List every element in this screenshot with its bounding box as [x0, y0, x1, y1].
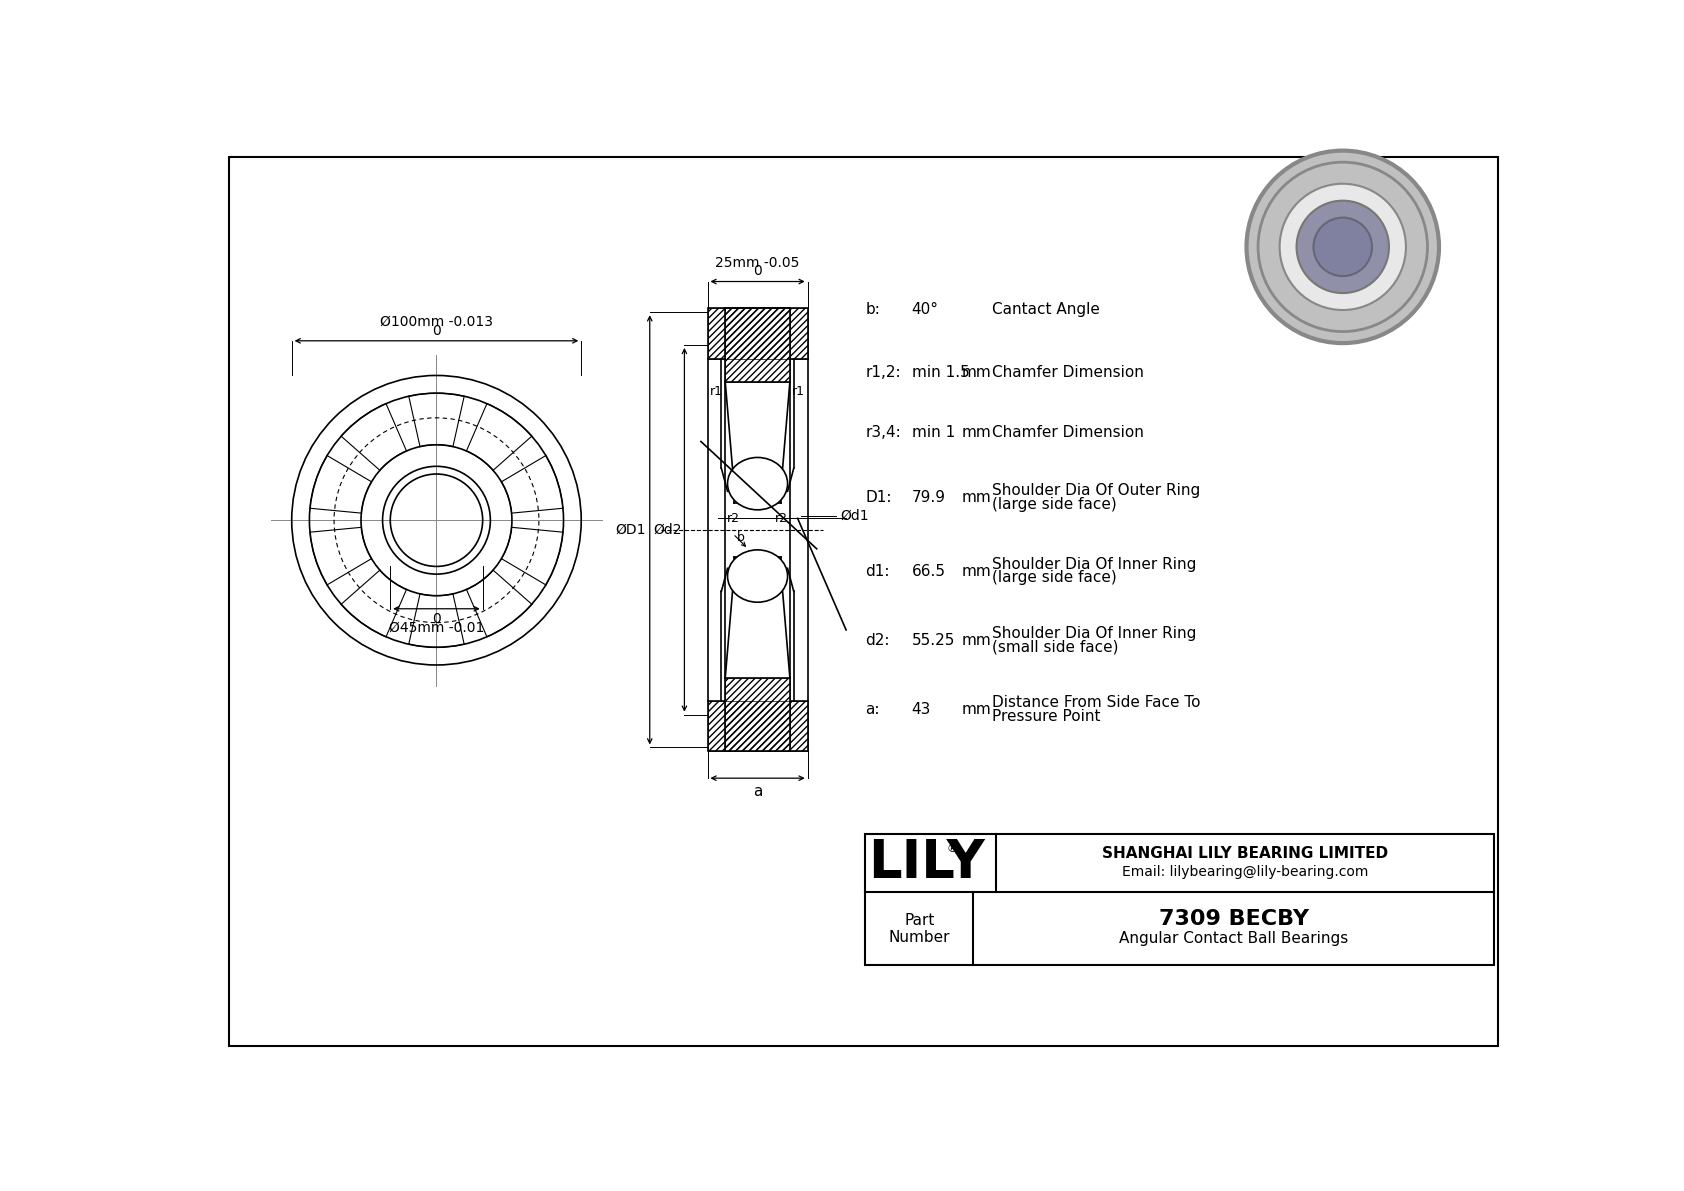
Text: (large side face): (large side face)	[992, 570, 1116, 586]
Text: b: b	[736, 531, 744, 544]
Text: 55.25: 55.25	[911, 632, 955, 648]
Bar	[726, 678, 790, 752]
Text: (small side face): (small side face)	[992, 640, 1118, 655]
Text: d1:: d1:	[866, 563, 889, 579]
Text: (large side face): (large side face)	[992, 498, 1116, 512]
Text: 66.5: 66.5	[911, 563, 945, 579]
Text: Ød1: Ød1	[840, 509, 869, 523]
Circle shape	[1280, 183, 1406, 310]
Text: Shoulder Dia Of Inner Ring: Shoulder Dia Of Inner Ring	[992, 556, 1197, 572]
Circle shape	[1297, 200, 1389, 293]
Bar	[707, 701, 808, 752]
Text: 43: 43	[911, 703, 931, 717]
Text: mm: mm	[962, 364, 992, 380]
Text: Shoulder Dia Of Inner Ring: Shoulder Dia Of Inner Ring	[992, 626, 1197, 641]
Bar	[726, 308, 790, 381]
Text: Email: lilybearing@lily-bearing.com: Email: lilybearing@lily-bearing.com	[1122, 866, 1369, 879]
Text: r3: r3	[793, 342, 807, 355]
Circle shape	[1246, 150, 1440, 343]
Text: r1: r1	[791, 386, 805, 399]
Text: b:: b:	[866, 301, 881, 317]
Text: ØD1: ØD1	[615, 523, 647, 537]
Text: mm: mm	[962, 425, 992, 439]
Circle shape	[1314, 218, 1372, 276]
Ellipse shape	[727, 550, 788, 603]
Text: r1: r1	[711, 386, 722, 399]
Text: Part
Number: Part Number	[889, 912, 950, 944]
Bar	[707, 701, 808, 752]
Text: r4: r4	[791, 342, 803, 355]
Text: Shoulder Dia Of Outer Ring: Shoulder Dia Of Outer Ring	[992, 484, 1201, 499]
Text: mm: mm	[962, 703, 992, 717]
Text: Angular Contact Ball Bearings: Angular Contact Ball Bearings	[1120, 931, 1349, 946]
Text: r3,4:: r3,4:	[866, 425, 901, 439]
Text: 0: 0	[433, 612, 441, 625]
Text: 40°: 40°	[911, 301, 938, 317]
Text: SHANGHAI LILY BEARING LIMITED: SHANGHAI LILY BEARING LIMITED	[1103, 846, 1388, 861]
Text: min 1.5: min 1.5	[911, 364, 970, 380]
Text: 7309 BECBY: 7309 BECBY	[1159, 909, 1308, 929]
Text: r1,2:: r1,2:	[866, 364, 901, 380]
Text: 79.9: 79.9	[911, 491, 945, 505]
Text: r2: r2	[711, 342, 724, 355]
Bar	[726, 678, 790, 752]
Text: a: a	[753, 785, 763, 799]
Text: D1:: D1:	[866, 491, 893, 505]
Text: a:: a:	[866, 703, 879, 717]
Text: r2: r2	[727, 512, 739, 525]
Text: Distance From Side Face To: Distance From Side Face To	[992, 696, 1201, 710]
Text: d2:: d2:	[866, 632, 889, 648]
Text: Chamfer Dimension: Chamfer Dimension	[992, 364, 1145, 380]
Bar	[707, 308, 808, 358]
Text: LILY: LILY	[869, 837, 985, 890]
Text: Pressure Point: Pressure Point	[992, 709, 1101, 724]
Text: 0: 0	[433, 324, 441, 338]
Bar	[726, 308, 790, 381]
Text: r1: r1	[709, 342, 722, 355]
Text: 0: 0	[753, 264, 761, 279]
Bar	[707, 308, 808, 358]
Text: Ød2: Ød2	[653, 523, 682, 537]
Text: Ø45mm -0.01: Ø45mm -0.01	[389, 621, 485, 635]
Text: mm: mm	[962, 563, 992, 579]
Bar	[866, 835, 1494, 965]
Text: mm: mm	[962, 632, 992, 648]
Text: Chamfer Dimension: Chamfer Dimension	[992, 425, 1145, 439]
Text: r2: r2	[775, 512, 788, 525]
Text: Ø100mm -0.013: Ø100mm -0.013	[381, 314, 493, 329]
Ellipse shape	[727, 457, 788, 510]
Text: min 1: min 1	[911, 425, 955, 439]
Text: ®: ®	[946, 844, 957, 854]
Text: Cantact Angle: Cantact Angle	[992, 301, 1100, 317]
Text: mm: mm	[962, 491, 992, 505]
Text: 25mm -0.05: 25mm -0.05	[716, 256, 800, 270]
